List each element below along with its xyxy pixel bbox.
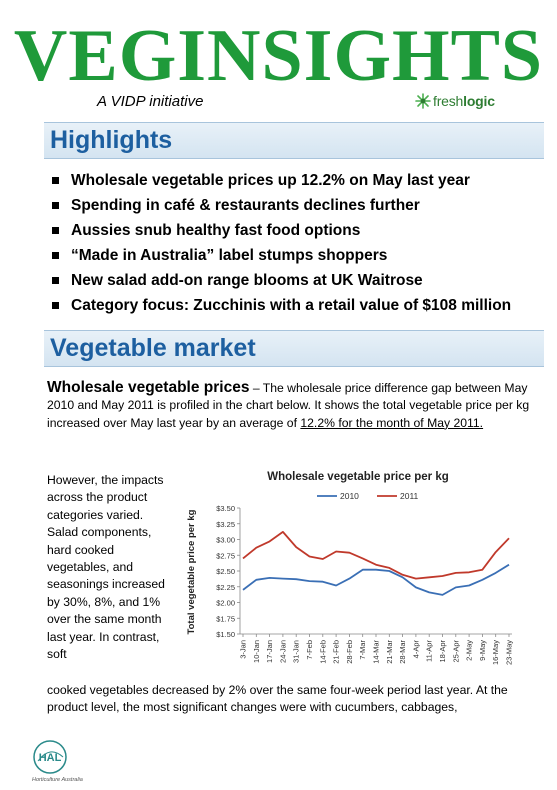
hal-logo-mark: HAL Horticulture Australia <box>32 740 83 783</box>
wholesale-price-chart: Wholesale vegetable price per kg 2010 201… <box>180 462 540 677</box>
market-intro-highlight: 12.2% for the month of May 2011. <box>300 415 484 430</box>
chart-axes: $1.50 $1.75 $2.00 $2.25 $2.50 $2.75 $3.00 $3.25… <box>216 504 513 665</box>
x-tick-label: 3-Jan <box>239 640 248 659</box>
y-tick-label: $2.00 <box>216 599 235 608</box>
y-tick-label: $2.50 <box>216 567 235 576</box>
y-tick-label: $3.25 <box>216 520 235 529</box>
x-tick-label: 16-May <box>491 640 500 665</box>
hal-logo-text: HAL <box>39 752 62 764</box>
hal-logo-caption: Horticulture Australia <box>32 777 83 783</box>
market-continued-text: cooked vegetables decreased by 2% over t… <box>47 683 508 715</box>
chart-svg: Wholesale vegetable price per kg 2010 201… <box>186 471 514 665</box>
highlights-heading: Highlights <box>50 126 173 154</box>
highlight-item: Aussies snub healthy fast food options <box>44 220 544 245</box>
freshlogic-wordmark: freshlogic <box>433 93 495 109</box>
chart-series <box>242 531 510 596</box>
x-tick-label: 25-Apr <box>451 640 460 663</box>
x-tick-label: 21-Feb <box>332 640 341 664</box>
x-tick-label: 17-Jan <box>265 640 274 663</box>
x-tick-label: 4-Apr <box>411 640 420 659</box>
vegetable-market-heading: Vegetable market <box>50 334 256 362</box>
x-tick-label: 7-Feb <box>305 640 314 660</box>
x-tick-label: 31-Jan <box>292 640 301 663</box>
x-tick-label: 10-Jan <box>252 640 261 663</box>
logo-text-logic: logic <box>463 93 495 109</box>
x-tick-label: 9-May <box>478 640 487 661</box>
masthead-subtitle: A VIDP initiative <box>97 93 204 110</box>
vegetable-market-heading-bar: Vegetable market <box>44 330 544 367</box>
legend-label-2011: 2011 <box>400 491 419 501</box>
series-line-2011 <box>242 531 510 580</box>
masthead-title: VEGINSIGHTS <box>13 15 544 97</box>
chart-y-axis-label: Total vegetable price per kg <box>186 509 197 634</box>
x-tick-label: 21-Mar <box>385 640 394 664</box>
y-tick-label: $2.25 <box>216 583 235 592</box>
market-intro-text: – The wholesale price difference gap bet… <box>47 381 530 430</box>
highlight-item: Wholesale vegetable prices up 12.2% on M… <box>44 170 544 195</box>
highlight-item: Category focus: Zucchinis with a retail … <box>44 295 544 320</box>
x-tick-label: 14-Feb <box>318 640 327 664</box>
y-tick-label: $3.50 <box>216 504 235 513</box>
chart-legend: 2010 2011 <box>317 491 419 501</box>
x-tick-label: 24-Jan <box>278 640 287 663</box>
x-tick-label: 23-May <box>505 640 514 665</box>
market-side-text: However, the impacts across the product … <box>47 473 165 662</box>
series-line-2010 <box>242 563 510 596</box>
highlights-list: Wholesale vegetable prices up 12.2% on M… <box>44 170 544 320</box>
y-tick-label: $2.75 <box>216 551 235 560</box>
highlights-heading-bar: Highlights <box>44 122 544 159</box>
highlight-item: Spending in café & restaurants declines … <box>44 195 544 220</box>
legend-label-2010: 2010 <box>340 491 359 501</box>
y-tick-label: $1.75 <box>216 614 235 623</box>
masthead: VEGINSIGHTS A VIDP initiative freshlogic <box>0 0 557 120</box>
highlight-item: New salad add-on range blooms at UK Wait… <box>44 270 544 295</box>
x-tick-label: 14-Mar <box>372 640 381 664</box>
x-tick-label: 18-Apr <box>438 640 447 663</box>
freshlogic-star-icon <box>415 93 431 109</box>
x-tick-label: 2-May <box>465 640 474 661</box>
x-tick-label: 11-Apr <box>425 640 434 662</box>
x-tick-label: 28-Feb <box>345 640 354 664</box>
y-tick-label: $3.00 <box>216 536 235 545</box>
x-tick-label: 28-Mar <box>398 640 407 664</box>
chart-title: Wholesale vegetable price per kg <box>267 471 449 483</box>
x-tick-label: 7-Mar <box>358 640 367 660</box>
y-tick-label: $1.50 <box>216 630 235 639</box>
freshlogic-logo: freshlogic <box>415 91 495 111</box>
logo-text-fresh: fresh <box>433 93 464 109</box>
highlight-item: “Made in Australia” label stumps shopper… <box>44 245 544 270</box>
hal-logo: HAL Horticulture Australia <box>30 735 100 785</box>
market-lead: Wholesale vegetable prices <box>47 379 250 396</box>
market-intro-paragraph: Wholesale vegetable prices – The wholesa… <box>47 379 542 432</box>
